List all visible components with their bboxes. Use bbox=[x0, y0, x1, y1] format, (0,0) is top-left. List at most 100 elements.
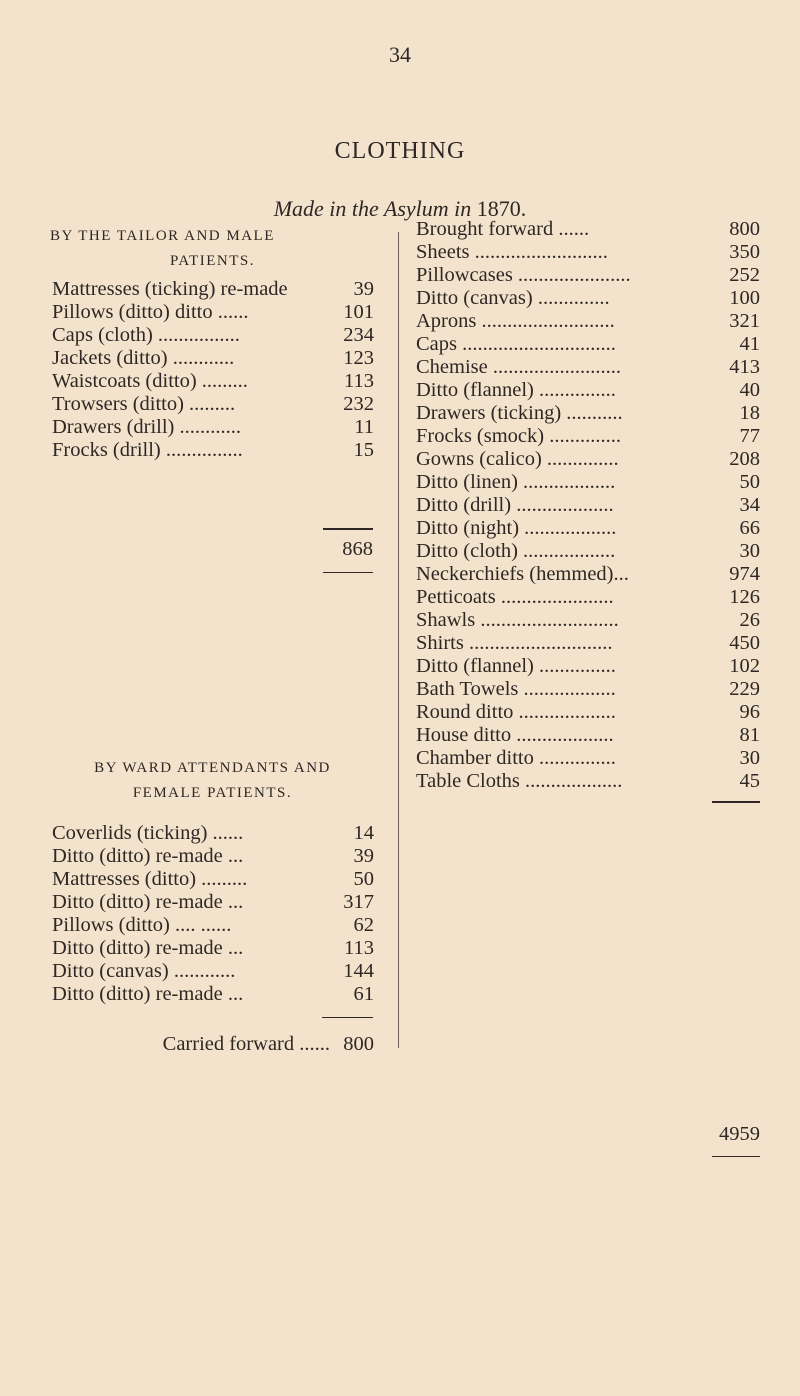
item-value: 350 bbox=[729, 241, 760, 263]
item-label: Neckerchiefs (hemmed)... bbox=[416, 563, 629, 585]
item-label: Bath Towels .................. bbox=[416, 678, 616, 700]
item-label: Jackets (ditto) ............ bbox=[52, 347, 235, 369]
item-value: 317 bbox=[343, 891, 374, 913]
item-value: 450 bbox=[729, 632, 760, 654]
item-label: Ditto (linen) .................. bbox=[416, 471, 616, 493]
item-value: 18 bbox=[739, 402, 761, 424]
item-value: 15 bbox=[353, 439, 375, 461]
item-label: Pillows (ditto) .... ...... bbox=[52, 914, 232, 936]
item-value: 96 bbox=[739, 701, 761, 723]
item-label: Caps (cloth) ................ bbox=[52, 324, 240, 346]
list-item: Shawls ........................... 26 bbox=[416, 609, 760, 632]
list-item: Coverlids (ticking) ...... 14 bbox=[52, 822, 374, 845]
total-rule bbox=[323, 528, 373, 530]
item-value: 208 bbox=[729, 448, 760, 470]
list-item: Ditto (ditto) re-made ... 317 bbox=[52, 891, 374, 914]
list-item: Drawers (ticking) ........... 18 bbox=[416, 402, 760, 425]
list-item: Table Cloths ................... 45 bbox=[416, 770, 760, 793]
item-value: 14 bbox=[353, 822, 375, 844]
item-value: 11 bbox=[354, 416, 374, 438]
list-item: Round ditto ................... 96 bbox=[416, 701, 760, 724]
item-value: 77 bbox=[739, 425, 761, 447]
item-value: 39 bbox=[353, 845, 375, 867]
item-value: 229 bbox=[729, 678, 760, 700]
list-item: Ditto (ditto) re-made ... 61 bbox=[52, 983, 374, 1006]
list-item: Neckerchiefs (hemmed)... 974 bbox=[416, 563, 760, 586]
item-value: 39 bbox=[353, 278, 375, 300]
item-value: 50 bbox=[739, 471, 761, 493]
right-total: 4959 bbox=[719, 1123, 760, 1145]
list-item: Trowsers (ditto) ......... 232 bbox=[52, 393, 374, 416]
item-value: 113 bbox=[344, 370, 374, 392]
page-number: 34 bbox=[389, 42, 411, 67]
item-label: Shawls ........................... bbox=[416, 609, 619, 631]
ward-items-list: Coverlids (ticking) ...... 14 Ditto (ditto… bbox=[52, 822, 374, 1006]
list-item: Mattresses (ticking) re-made 39 bbox=[52, 278, 374, 301]
item-label: Trowsers (ditto) ......... bbox=[52, 393, 236, 415]
list-item: Pillows (ditto) .... ...... 62 bbox=[52, 914, 374, 937]
item-label: Ditto (drill) ................... bbox=[416, 494, 614, 516]
item-value: 100 bbox=[729, 287, 760, 309]
item-label: Ditto (ditto) re-made ... bbox=[52, 983, 244, 1005]
item-value: 413 bbox=[729, 356, 760, 378]
item-label: Frocks (drill) ............... bbox=[52, 439, 243, 461]
list-item: Drawers (drill) ............ 11 bbox=[52, 416, 374, 439]
item-label: Ditto (canvas) ............ bbox=[52, 960, 236, 982]
list-item: Ditto (ditto) re-made ... 39 bbox=[52, 845, 374, 868]
item-label: Caps .............................. bbox=[416, 333, 616, 355]
item-label: Round ditto ................... bbox=[416, 701, 616, 723]
item-label: Mattresses (ditto) ......... bbox=[52, 868, 248, 890]
item-label: Pillowcases ...................... bbox=[416, 264, 631, 286]
carried-forward-row: Carried forward ...... 800 bbox=[80, 1033, 374, 1056]
item-value: 30 bbox=[739, 540, 761, 562]
item-label: Shirts ............................ bbox=[416, 632, 613, 654]
page-subtitle: Made in the Asylum in 1870. bbox=[0, 196, 800, 222]
item-label: Table Cloths ................... bbox=[416, 770, 623, 792]
tailor-total: 868 bbox=[342, 538, 373, 560]
subtitle-year: 1870. bbox=[476, 196, 527, 221]
list-item: Pillowcases ...................... 252 bbox=[416, 264, 760, 287]
item-value: 234 bbox=[343, 324, 374, 346]
list-item: Ditto (flannel) ............... 40 bbox=[416, 379, 760, 402]
item-label: Coverlids (ticking) ...... bbox=[52, 822, 244, 844]
item-value: 41 bbox=[739, 333, 761, 355]
list-item: Ditto (linen) .................. 50 bbox=[416, 471, 760, 494]
list-item: Waistcoats (ditto) ......... 113 bbox=[52, 370, 374, 393]
list-item: Brought forward ...... 800 bbox=[416, 218, 760, 241]
item-label: Ditto (ditto) re-made ... bbox=[52, 891, 244, 913]
list-item: Petticoats ...................... 126 bbox=[416, 586, 760, 609]
item-label: Ditto (ditto) re-made ... bbox=[52, 937, 244, 959]
list-item: Aprons .......................... 321 bbox=[416, 310, 760, 333]
list-item: Shirts ............................ 450 bbox=[416, 632, 760, 655]
list-item: Ditto (flannel) ............... 102 bbox=[416, 655, 760, 678]
right-items-list: Brought forward ...... 800 Sheets ........… bbox=[416, 218, 760, 793]
item-value: 26 bbox=[739, 609, 761, 631]
list-item: Ditto (canvas) ............ 144 bbox=[52, 960, 374, 983]
item-value: 800 bbox=[729, 218, 760, 240]
right-total-rule bbox=[712, 801, 760, 803]
right-total-underline bbox=[712, 1156, 760, 1157]
item-label: Ditto (cloth) .................. bbox=[416, 540, 616, 562]
list-item: Caps (cloth) ................ 234 bbox=[52, 324, 374, 347]
page-title: CLOTHING bbox=[334, 138, 466, 164]
item-value: 974 bbox=[729, 563, 760, 585]
list-item: Ditto (night) .................. 66 bbox=[416, 517, 760, 540]
item-value: 45 bbox=[739, 770, 761, 792]
item-label: Ditto (night) .................. bbox=[416, 517, 617, 539]
heading-line: FEMALE PATIENTS. bbox=[132, 785, 293, 801]
item-label: Ditto (canvas) .............. bbox=[416, 287, 610, 309]
item-label: Ditto (flannel) ............... bbox=[416, 655, 616, 677]
item-value: 144 bbox=[343, 960, 374, 982]
list-item: Ditto (canvas) .............. 100 bbox=[416, 287, 760, 310]
item-label: Drawers (drill) ............ bbox=[52, 416, 242, 438]
item-value: 61 bbox=[353, 983, 375, 1005]
list-item: Frocks (drill) ............... 15 bbox=[52, 439, 374, 462]
list-item: Chamber ditto ............... 30 bbox=[416, 747, 760, 770]
item-value: 81 bbox=[739, 724, 761, 746]
list-item: Gowns (calico) .............. 208 bbox=[416, 448, 760, 471]
carried-rule bbox=[322, 1017, 373, 1018]
item-label: Mattresses (ticking) re-made bbox=[52, 278, 288, 300]
list-item: Ditto (cloth) .................. 30 bbox=[416, 540, 760, 563]
list-item: Frocks (smock) .............. 77 bbox=[416, 425, 760, 448]
list-item: Ditto (ditto) re-made ... 113 bbox=[52, 937, 374, 960]
